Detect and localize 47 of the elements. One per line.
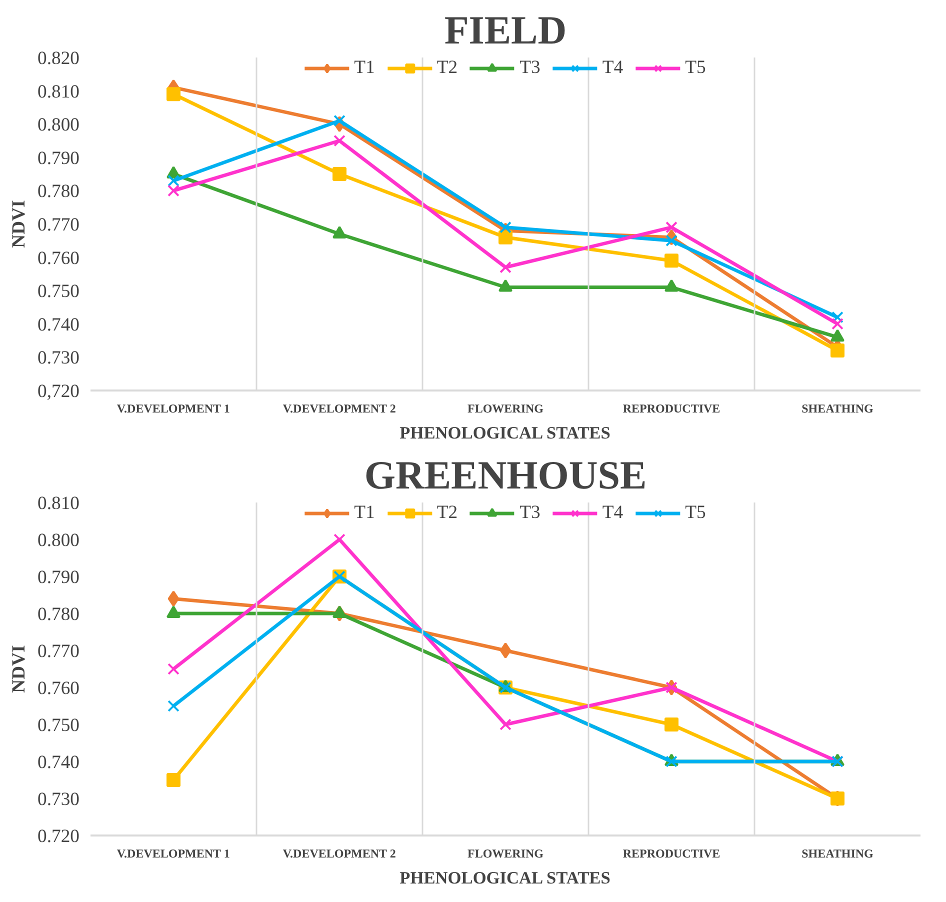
y-tick-label: 0.760 [38, 678, 80, 699]
legend-label: T2 [436, 502, 458, 524]
x-tick-label: V.DEVELOPMENT 1 [116, 846, 230, 860]
x-axis-title: PHENOLOGICAL STATES [400, 424, 610, 442]
legend-label: T3 [520, 57, 540, 79]
y-tick-label: 0.790 [38, 148, 80, 169]
y-tick-label: 0,720 [38, 381, 80, 402]
x-tick-label: REPRODUCTIVE [622, 402, 720, 416]
x-tick-label: V.DEVELOPMENT 2 [282, 846, 396, 860]
x-tick-label: FLOWERING [467, 402, 544, 416]
y-axis-title: NDVI [8, 645, 30, 693]
y-tick-label: 0.820 [38, 48, 80, 69]
x-tick-label: REPRODUCTIVE [622, 846, 720, 860]
x-tick-label: SHEATHING [802, 846, 874, 860]
y-tick-label: 0.780 [38, 604, 80, 625]
y-tick-label: 0.810 [38, 493, 80, 514]
y-tick-label: 0.750 [38, 715, 80, 736]
y-tick-label: 0.800 [38, 530, 80, 551]
y-tick-label: 0.740 [38, 752, 80, 773]
y-tick-label: 0.730 [38, 348, 80, 369]
legend-label: T2 [436, 57, 458, 79]
legend-label: T4 [602, 502, 624, 524]
legend-label: T4 [602, 57, 624, 79]
y-tick-label: 0.790 [38, 567, 80, 588]
y-tick-label: 0.770 [38, 214, 80, 236]
y-tick-label: 0.770 [38, 641, 80, 662]
x-tick-label: V.DEVELOPMENT 1 [116, 402, 230, 416]
y-tick-label: 0.720 [38, 826, 80, 847]
x-axis-title: PHENOLOGICAL STATES [400, 868, 610, 888]
legend-label: T3 [520, 502, 540, 524]
y-tick-label: 0.730 [38, 789, 80, 810]
legend-label: T5 [685, 57, 706, 79]
y-tick-label: 0.810 [38, 81, 80, 102]
x-tick-label: V.DEVELOPMENT 2 [282, 402, 396, 416]
legend-label: T5 [685, 502, 706, 524]
y-tick-label: 0.780 [38, 181, 80, 202]
y-tick-label: 0.760 [38, 248, 80, 269]
legend-label: T1 [354, 57, 375, 79]
x-tick-label: SHEATHING [802, 402, 874, 416]
legend-label: T1 [354, 502, 375, 524]
y-axis-title: NDVI [8, 200, 30, 248]
y-tick-label: 0.750 [38, 281, 80, 302]
y-tick-label: 0.800 [38, 114, 80, 136]
y-tick-label: 0.740 [38, 314, 80, 336]
chart-title: FIELD [444, 8, 567, 52]
x-tick-label: FLOWERING [467, 846, 544, 860]
chart-title: GREENHOUSE [364, 452, 647, 498]
